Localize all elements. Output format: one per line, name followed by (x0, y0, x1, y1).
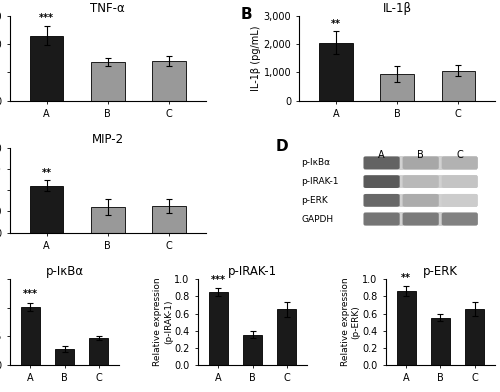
FancyBboxPatch shape (442, 213, 478, 225)
Text: C: C (456, 150, 463, 160)
Bar (364, 156, 477, 170)
Text: p-ERK: p-ERK (302, 196, 328, 205)
Bar (320, 43, 353, 101)
Title: p-IκBα: p-IκBα (46, 265, 84, 278)
Text: A: A (378, 150, 385, 160)
Text: ***: *** (39, 13, 54, 23)
Bar (243, 335, 262, 365)
FancyBboxPatch shape (442, 175, 478, 188)
Bar (90, 338, 108, 365)
Bar (364, 194, 477, 207)
Title: p-ERK: p-ERK (423, 265, 458, 278)
Text: B: B (418, 150, 424, 160)
FancyBboxPatch shape (364, 175, 400, 188)
Bar (30, 186, 64, 233)
Bar (364, 212, 477, 226)
Bar (30, 36, 64, 101)
FancyBboxPatch shape (364, 213, 400, 225)
Text: **: ** (331, 19, 341, 29)
Bar (364, 175, 477, 189)
FancyBboxPatch shape (402, 194, 439, 207)
Title: TNF-α: TNF-α (90, 2, 125, 15)
Bar (152, 206, 186, 233)
Text: D: D (276, 139, 288, 154)
Bar (431, 318, 450, 365)
Title: MIP-2: MIP-2 (92, 133, 124, 146)
Y-axis label: IL-1β (pg/mL): IL-1β (pg/mL) (250, 25, 260, 91)
Text: p-IκBα: p-IκBα (302, 158, 330, 167)
Text: GAPDH: GAPDH (302, 214, 334, 223)
Text: **: ** (401, 273, 411, 283)
Bar (277, 309, 296, 365)
Bar (442, 71, 475, 101)
FancyBboxPatch shape (402, 213, 439, 225)
Text: ***: *** (23, 289, 38, 299)
FancyBboxPatch shape (364, 194, 400, 207)
Bar (397, 291, 415, 365)
Y-axis label: Relative expression
(p-ERK): Relative expression (p-ERK) (342, 278, 360, 367)
Y-axis label: Relative expression
(p-IRAK-1): Relative expression (p-IRAK-1) (154, 278, 173, 367)
FancyBboxPatch shape (364, 156, 400, 169)
Bar (91, 207, 124, 233)
Title: IL-1β: IL-1β (382, 2, 412, 15)
FancyBboxPatch shape (442, 156, 478, 169)
Text: **: ** (42, 168, 51, 178)
FancyBboxPatch shape (442, 194, 478, 207)
Text: B: B (241, 7, 252, 22)
Text: ***: *** (211, 274, 226, 285)
Bar (55, 349, 74, 365)
Bar (91, 62, 124, 101)
Text: p-IRAK-1: p-IRAK-1 (302, 177, 339, 186)
Bar (21, 307, 40, 365)
Title: p-IRAK-1: p-IRAK-1 (228, 265, 277, 278)
Bar (209, 292, 228, 365)
FancyBboxPatch shape (402, 175, 439, 188)
Bar (465, 309, 484, 365)
Bar (380, 74, 414, 101)
Bar (152, 61, 186, 101)
FancyBboxPatch shape (402, 156, 439, 169)
